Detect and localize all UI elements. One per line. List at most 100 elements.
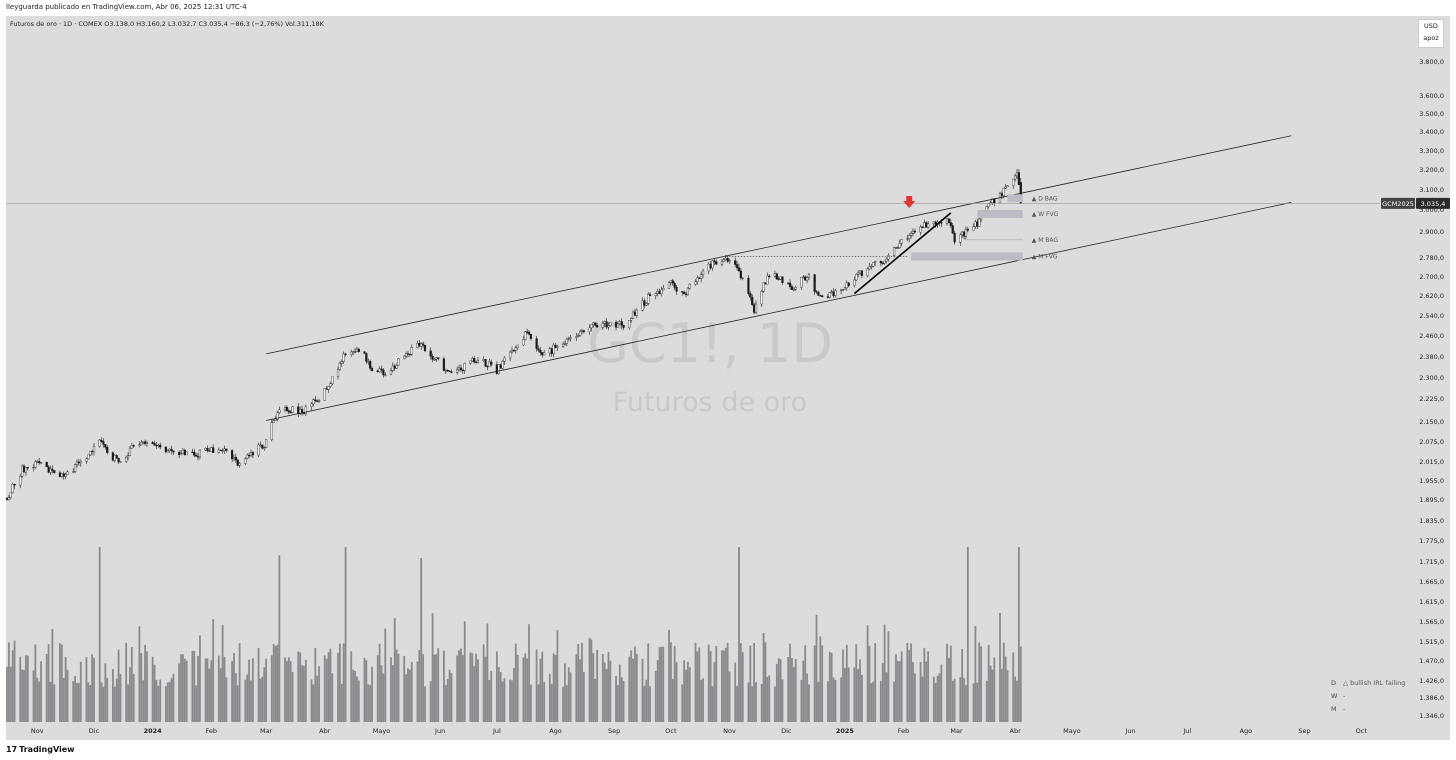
volume-bar xyxy=(259,678,262,722)
candle-body xyxy=(860,270,864,276)
candle-body xyxy=(283,407,287,411)
volume-bar xyxy=(85,657,88,722)
volume-bar xyxy=(541,651,544,722)
candle-body xyxy=(503,357,506,362)
y-tick-label: 1.895,0 xyxy=(1419,496,1444,504)
volume-bar xyxy=(753,643,756,722)
volume-bar xyxy=(548,673,551,722)
volume-bar xyxy=(895,654,897,722)
candle-body xyxy=(777,278,780,281)
volume-bar xyxy=(183,658,186,722)
volume-bar xyxy=(923,647,926,722)
volume-bar xyxy=(195,685,198,722)
candle-body xyxy=(140,442,143,445)
volume-bar xyxy=(749,645,752,722)
volume-bar xyxy=(736,685,738,722)
volume-bar xyxy=(921,676,924,722)
volume-bar xyxy=(219,668,222,722)
volume-bar xyxy=(855,644,858,722)
volume-bar xyxy=(874,643,877,722)
candle-body xyxy=(49,468,52,473)
volume-bar xyxy=(263,667,266,722)
volume-bar xyxy=(844,668,846,722)
candle-body xyxy=(195,455,198,457)
volume-bar xyxy=(354,670,356,722)
candle-body xyxy=(257,444,260,456)
volume-bar xyxy=(755,682,757,722)
volume-bar xyxy=(552,653,555,722)
candle-body xyxy=(535,338,538,349)
candle-body xyxy=(490,361,493,365)
candle-body xyxy=(932,221,935,224)
volume-bar xyxy=(463,621,466,722)
candle-body xyxy=(249,452,253,456)
volume-bar xyxy=(64,656,67,722)
candle-body xyxy=(923,222,926,228)
currency-box[interactable]: USD apoz xyxy=(1418,19,1444,48)
volume-bar xyxy=(965,685,967,722)
candle-body xyxy=(389,370,393,376)
currency-label: USD xyxy=(1424,22,1438,30)
candle-body xyxy=(329,383,332,387)
candle-body xyxy=(701,270,705,275)
candle-body xyxy=(142,441,145,443)
volume-bar xyxy=(310,679,313,722)
volume-bar xyxy=(410,662,413,722)
volume-bar xyxy=(866,625,869,722)
chart-plot-area[interactable] xyxy=(6,16,1450,740)
candle-body xyxy=(696,277,699,282)
volume-bar xyxy=(153,664,156,722)
candle-body xyxy=(75,461,79,465)
volume-bar xyxy=(760,684,763,722)
down-arrow-marker xyxy=(903,196,916,208)
volume-bar xyxy=(204,658,207,722)
volume-bar xyxy=(972,683,975,722)
volume-bar xyxy=(448,669,451,722)
candle-body xyxy=(363,351,366,354)
volume-bar xyxy=(949,645,952,722)
volume-bar xyxy=(635,653,638,722)
candle-body xyxy=(539,350,542,353)
volume-bar xyxy=(721,650,723,722)
x-tick-label: Mayo xyxy=(1063,727,1080,735)
candle-body xyxy=(694,281,697,285)
candle-body xyxy=(191,451,194,454)
candle-body xyxy=(821,295,824,298)
volume-bar xyxy=(125,642,128,722)
candle-body xyxy=(713,260,716,262)
volume-bar xyxy=(303,665,305,722)
volume-bar xyxy=(40,661,42,722)
tradingview-logo[interactable]: 17 TradingView xyxy=(6,745,75,754)
status-text: - xyxy=(1343,692,1346,700)
volume-bar xyxy=(301,665,303,722)
candle-body xyxy=(543,352,546,356)
candle-body xyxy=(751,297,754,305)
volume-bar xyxy=(234,673,237,722)
candle-body xyxy=(614,322,618,328)
candle-body xyxy=(185,451,188,456)
candle-body xyxy=(847,282,850,286)
volume-bar xyxy=(13,640,16,722)
volume-bar xyxy=(658,647,661,722)
x-tick-label: Dic xyxy=(89,727,100,735)
candle-body xyxy=(157,444,160,447)
candle-body xyxy=(395,365,398,369)
volume-bar xyxy=(250,680,252,722)
candle-body xyxy=(422,343,425,346)
candle-body xyxy=(36,461,39,463)
volume-bar xyxy=(530,684,532,722)
x-tick-label: Oct xyxy=(665,727,677,735)
candle-body xyxy=(115,455,118,459)
volume-bar xyxy=(643,685,646,722)
volume-bar xyxy=(688,667,691,722)
volume-bar xyxy=(74,676,76,722)
volume-bar xyxy=(316,675,319,722)
candle-body xyxy=(181,449,184,454)
candle-body xyxy=(297,406,300,414)
volume-bar xyxy=(634,646,636,722)
candle-body xyxy=(900,238,903,244)
volume-bar xyxy=(443,650,445,722)
candle-body xyxy=(423,344,427,352)
candle-body xyxy=(433,359,436,361)
